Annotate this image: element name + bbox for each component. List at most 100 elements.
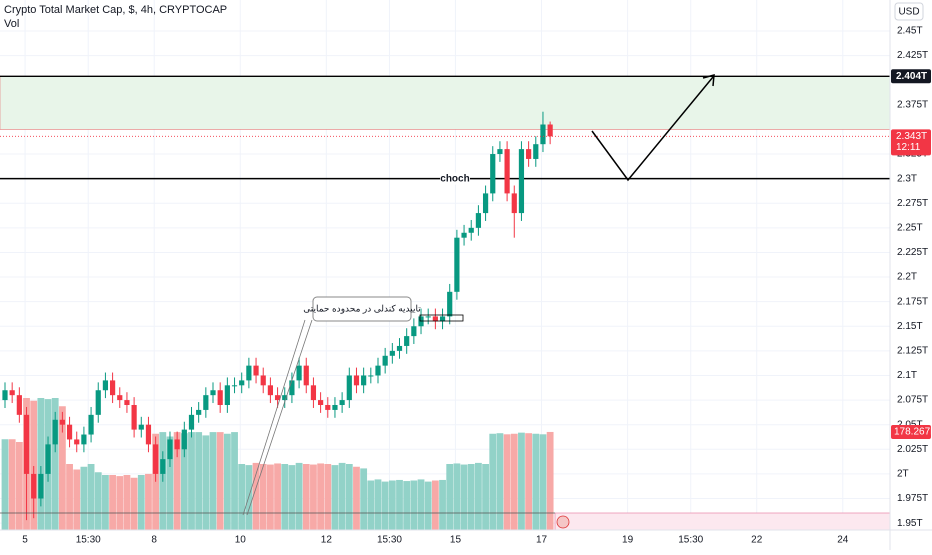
candle-body	[382, 355, 388, 366]
candle-body	[267, 385, 273, 396]
volume-bar	[546, 431, 554, 530]
volume-bar	[109, 475, 116, 530]
candle-body	[66, 424, 73, 440]
candle-body	[153, 444, 159, 474]
candle-body	[167, 439, 173, 460]
candle-body	[210, 390, 216, 396]
volume-bar	[388, 480, 396, 530]
candle-body	[310, 385, 317, 401]
volume-bar	[417, 479, 425, 530]
projection-arrowhead	[702, 73, 715, 87]
y-tick-label: 2.225T	[897, 247, 928, 258]
callout-line	[246, 319, 313, 516]
volume-bar	[360, 468, 368, 530]
zone-tag-label: 2.404T	[896, 71, 927, 82]
candle-body	[482, 193, 489, 214]
y-tick-label: 2.025T	[897, 444, 928, 455]
volume-bar	[353, 466, 360, 530]
candle-body	[239, 380, 245, 386]
candle-body	[38, 473, 44, 499]
support-box	[419, 314, 464, 322]
candle-body	[52, 419, 58, 445]
candle-body	[454, 237, 460, 292]
volume-bar	[145, 473, 152, 530]
candle-body	[217, 390, 223, 406]
annotation: تاییدیه کندلی در محدوده حمایتی	[303, 303, 421, 314]
choch-bg	[440, 172, 470, 185]
zone-tag	[891, 69, 931, 84]
x-tick-label: 15	[450, 535, 462, 546]
volume-bar	[525, 433, 533, 530]
candle-body	[9, 390, 15, 396]
volume-bar	[475, 462, 482, 530]
candle-body	[131, 405, 137, 430]
volume-bar	[410, 480, 418, 530]
candle-body	[468, 227, 474, 233]
volume-bar	[403, 481, 411, 530]
volume-bar	[338, 462, 346, 530]
volume-bar	[223, 433, 231, 530]
y-tick-label: 2.3T	[897, 173, 917, 184]
candle-body	[447, 291, 453, 317]
candle-body	[253, 365, 259, 376]
x-tick-label: 15:30	[678, 535, 703, 546]
volume-bar	[496, 433, 504, 530]
x-tick-label: 17	[536, 535, 548, 546]
candle-body	[396, 345, 403, 351]
volume-bar	[467, 464, 475, 530]
volume-tag-label: 178.267B	[894, 427, 932, 438]
candle-body	[404, 336, 410, 346]
y-tick-label: 1.975T	[897, 493, 928, 504]
currency: USD	[898, 7, 919, 18]
volume-bar	[123, 475, 131, 530]
y-tick-label: 2.15T	[897, 321, 923, 332]
y-tick-label: 2.175T	[897, 296, 928, 307]
callout-box	[312, 296, 412, 322]
volume-bar	[252, 462, 260, 530]
candle-body	[59, 419, 65, 425]
candle-body	[389, 350, 395, 356]
volume-bar	[503, 434, 511, 530]
candle-body	[231, 385, 238, 387]
x-tick-label: 10	[235, 535, 247, 546]
candle-body	[361, 375, 367, 386]
candle-body	[74, 439, 80, 445]
candle-body	[109, 380, 116, 396]
chart-title: Crypto Total Market Cap, $, 4h, CRYPTOCA…	[4, 4, 227, 16]
volume-bar	[281, 464, 289, 530]
candle-body	[533, 144, 539, 159]
currency-button[interactable]	[894, 2, 924, 21]
y-tick-label: 2.075T	[897, 395, 928, 406]
volume-bar	[231, 432, 238, 530]
volume-bar	[37, 398, 45, 530]
volume-bar	[73, 469, 81, 530]
candle-body	[124, 400, 130, 406]
candle-body	[45, 444, 51, 474]
session-box	[554, 512, 891, 531]
candle-body	[160, 459, 166, 474]
y-tick-label: 2.275T	[897, 198, 928, 209]
candle-body	[16, 395, 22, 415]
volume-bar	[202, 435, 210, 530]
candle-body	[289, 380, 295, 396]
volume-bar	[489, 433, 497, 530]
candle-body	[31, 473, 37, 499]
price-tag-label: 2.343T	[896, 131, 927, 142]
volume-bar	[180, 433, 188, 530]
projection-path	[591, 76, 714, 182]
candle-body	[303, 365, 309, 386]
volume-bar	[439, 479, 446, 530]
volume-bar	[539, 434, 547, 530]
candle-body	[145, 424, 152, 445]
event-icon[interactable]	[556, 515, 570, 529]
candle-body	[296, 365, 302, 381]
volume-bar	[137, 475, 145, 530]
candle-body	[2, 390, 8, 401]
volume-bar	[453, 463, 461, 530]
volume-bar	[518, 432, 525, 530]
volume-bar	[259, 464, 267, 530]
y-tick-label: 2.425T	[897, 50, 928, 61]
volume-bar	[188, 432, 195, 530]
candle-body	[490, 154, 496, 194]
